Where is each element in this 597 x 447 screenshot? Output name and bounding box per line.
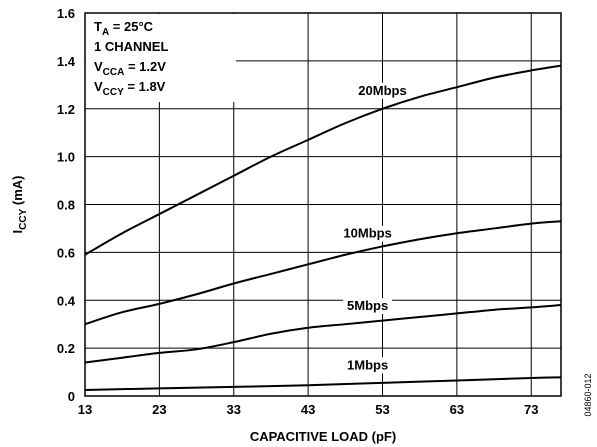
y-tick-label: 0.2	[57, 341, 75, 356]
y-axis-title: ICCY (mA)	[10, 176, 29, 234]
condition-line: VCCA = 1.2V	[94, 59, 166, 78]
series-line-1Mbps	[84, 376, 562, 392]
plot-frame	[84, 12, 562, 397]
condition-sub: A	[102, 27, 109, 38]
condition-sub: CCY	[103, 87, 124, 98]
y-tick-label: 1.2	[57, 102, 75, 117]
y-tick-labels: 0 0.2 0.4 0.6 0.8 1.0 1.2 1.4 1.6	[57, 6, 76, 404]
y-tick-label: 0.4	[57, 293, 76, 308]
grid	[85, 13, 561, 396]
condition-main: T	[94, 19, 102, 34]
condition-sub: CCA	[103, 67, 125, 78]
series-line-5Mbps	[84, 304, 562, 364]
x-axis-title: CAPACITIVE LOAD (pF)	[250, 429, 396, 444]
series-label-20Mbps: 20Mbps	[358, 83, 406, 98]
series-label-5Mbps: 5Mbps	[347, 298, 388, 313]
series-labels: 20Mbps 10Mbps 5Mbps 1Mbps	[339, 82, 412, 374]
x-tick-label: 43	[301, 402, 315, 417]
y-axis-title-sub: CCY	[18, 208, 29, 229]
x-tick-label: 73	[524, 402, 538, 417]
x-tick-label: 33	[227, 402, 241, 417]
series-label-bg	[353, 82, 412, 99]
y-tick-label: 1.0	[57, 150, 75, 165]
y-axis-title-main: I	[10, 230, 25, 234]
x-tick-labels: 13 23 33 43 53 63 73	[78, 402, 539, 417]
y-tick-label: 1.4	[57, 54, 76, 69]
x-tick-label: 13	[78, 402, 92, 417]
x-tick-label: 53	[375, 402, 389, 417]
y-tick-label: 1.6	[57, 6, 75, 21]
series-label-10Mbps: 10Mbps	[343, 226, 391, 241]
condition-line: VCCY = 1.8V	[94, 79, 166, 98]
series-label-bg	[343, 357, 393, 374]
condition-main: V	[94, 59, 103, 74]
figure-id: 04860-012	[583, 373, 593, 416]
x-tick-label: 23	[152, 402, 166, 417]
y-tick-label: 0.6	[57, 245, 75, 260]
y-axis-title-suffix: (mA)	[10, 176, 25, 209]
conditions-box-bg	[86, 14, 236, 102]
y-tick-label: 0	[68, 389, 75, 404]
series-label-bg	[339, 225, 397, 242]
series-line-20Mbps	[84, 64, 562, 256]
condition-rest: = 25°C	[109, 19, 153, 34]
condition-rest: = 1.8V	[124, 79, 166, 94]
x-tick-label: 63	[450, 402, 464, 417]
series-lines	[84, 64, 562, 392]
y-tick-label: 0.8	[57, 198, 75, 213]
condition-line: TA = 25°C	[94, 19, 154, 38]
series-label-1Mbps: 1Mbps	[347, 357, 388, 372]
condition-main: V	[94, 79, 103, 94]
series-label-bg	[343, 298, 393, 315]
condition-main: 1 CHANNEL	[94, 39, 168, 54]
condition-line: 1 CHANNEL	[94, 39, 168, 54]
series-line-10Mbps	[84, 220, 562, 326]
condition-rest: = 1.2V	[124, 59, 166, 74]
